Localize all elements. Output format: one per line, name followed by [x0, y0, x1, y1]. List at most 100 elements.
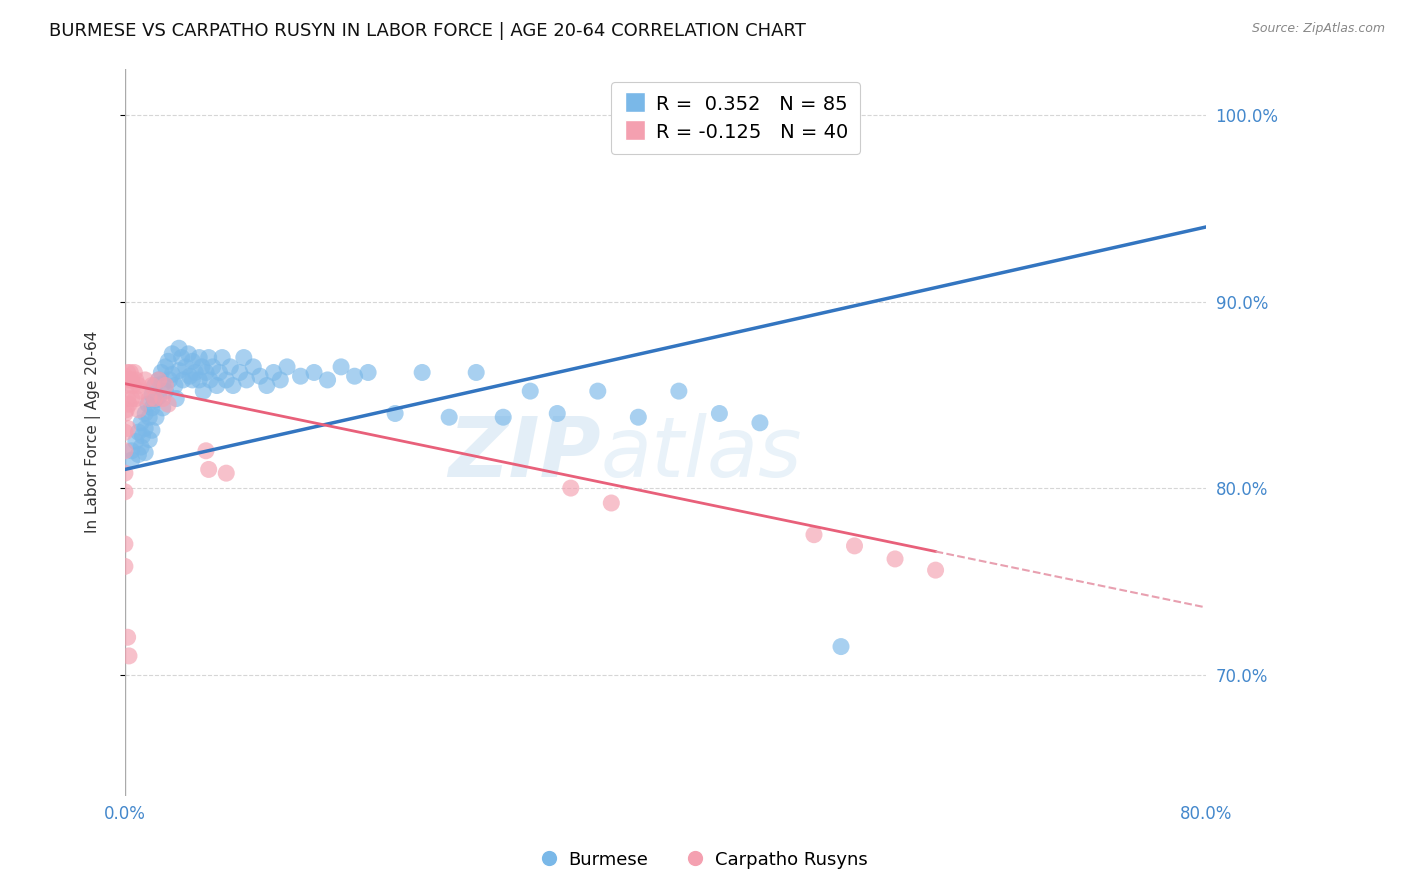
- Point: [117, 630, 139, 644]
- Point: [141, 378, 163, 392]
- Point: [115, 378, 138, 392]
- Point: [170, 351, 193, 365]
- Point: [155, 359, 177, 374]
- Point: [125, 392, 148, 406]
- Point: [118, 397, 141, 411]
- Point: [155, 384, 177, 398]
- Point: [127, 378, 149, 392]
- Point: [181, 354, 204, 368]
- Point: [215, 466, 238, 480]
- Point: [219, 359, 242, 374]
- Point: [208, 366, 231, 380]
- Point: [197, 351, 219, 365]
- Point: [167, 363, 190, 377]
- Point: [269, 373, 291, 387]
- Point: [193, 384, 215, 398]
- Point: [115, 402, 138, 417]
- Point: [159, 373, 181, 387]
- Point: [167, 341, 190, 355]
- Point: [709, 407, 731, 421]
- Point: [152, 392, 174, 406]
- Text: Source: ZipAtlas.com: Source: ZipAtlas.com: [1251, 22, 1385, 36]
- Point: [242, 359, 264, 374]
- Point: [134, 407, 156, 421]
- Point: [114, 559, 136, 574]
- Y-axis label: In Labor Force | Age 20-64: In Labor Force | Age 20-64: [86, 331, 101, 533]
- Point: [188, 373, 211, 387]
- Point: [127, 425, 149, 439]
- Point: [114, 537, 136, 551]
- Point: [121, 392, 143, 406]
- Point: [290, 369, 312, 384]
- Point: [155, 378, 177, 392]
- Legend: R =  0.352   N = 85, R = -0.125   N = 40: R = 0.352 N = 85, R = -0.125 N = 40: [612, 82, 860, 154]
- Point: [316, 373, 339, 387]
- Point: [830, 640, 852, 654]
- Point: [136, 397, 159, 411]
- Point: [198, 373, 221, 387]
- Point: [263, 366, 285, 380]
- Point: [129, 440, 152, 454]
- Point: [600, 496, 623, 510]
- Point: [134, 373, 156, 387]
- Point: [121, 443, 143, 458]
- Point: [177, 347, 200, 361]
- Point: [197, 462, 219, 476]
- Point: [357, 366, 380, 380]
- Point: [129, 384, 152, 398]
- Point: [148, 373, 170, 387]
- Point: [127, 402, 149, 417]
- Point: [127, 448, 149, 462]
- Point: [546, 407, 568, 421]
- Point: [884, 552, 907, 566]
- Point: [114, 407, 136, 421]
- Text: atlas: atlas: [600, 414, 803, 494]
- Point: [437, 410, 460, 425]
- Point: [114, 484, 136, 499]
- Point: [160, 368, 183, 382]
- Point: [117, 366, 139, 380]
- Point: [148, 390, 170, 404]
- Point: [117, 421, 139, 435]
- Point: [519, 384, 541, 398]
- Point: [229, 366, 252, 380]
- Point: [668, 384, 690, 398]
- Point: [141, 401, 163, 415]
- Point: [160, 347, 183, 361]
- Point: [117, 392, 139, 406]
- Point: [143, 392, 166, 406]
- Point: [122, 378, 145, 392]
- Point: [152, 376, 174, 391]
- Point: [748, 416, 770, 430]
- Point: [125, 373, 148, 387]
- Point: [560, 481, 582, 495]
- Text: ZIP: ZIP: [449, 414, 600, 494]
- Point: [125, 434, 148, 449]
- Point: [184, 366, 207, 380]
- Point: [179, 369, 201, 384]
- Point: [627, 410, 650, 425]
- Point: [249, 369, 271, 384]
- Point: [343, 369, 366, 384]
- Point: [201, 359, 224, 374]
- Text: BURMESE VS CARPATHO RUSYN IN LABOR FORCE | AGE 20-64 CORRELATION CHART: BURMESE VS CARPATHO RUSYN IN LABOR FORCE…: [49, 22, 806, 40]
- Point: [330, 359, 353, 374]
- Point: [157, 354, 180, 368]
- Legend: Burmese, Carpatho Rusyns: Burmese, Carpatho Rusyns: [530, 844, 876, 876]
- Point: [174, 359, 197, 374]
- Point: [121, 453, 143, 467]
- Point: [124, 366, 146, 380]
- Point: [114, 466, 136, 480]
- Point: [129, 416, 152, 430]
- Point: [143, 378, 166, 392]
- Point: [118, 648, 141, 663]
- Point: [150, 366, 173, 380]
- Point: [152, 401, 174, 415]
- Point: [134, 421, 156, 435]
- Point: [118, 373, 141, 387]
- Point: [145, 410, 167, 425]
- Point: [114, 443, 136, 458]
- Point: [163, 378, 186, 392]
- Point: [188, 351, 211, 365]
- Point: [181, 373, 204, 387]
